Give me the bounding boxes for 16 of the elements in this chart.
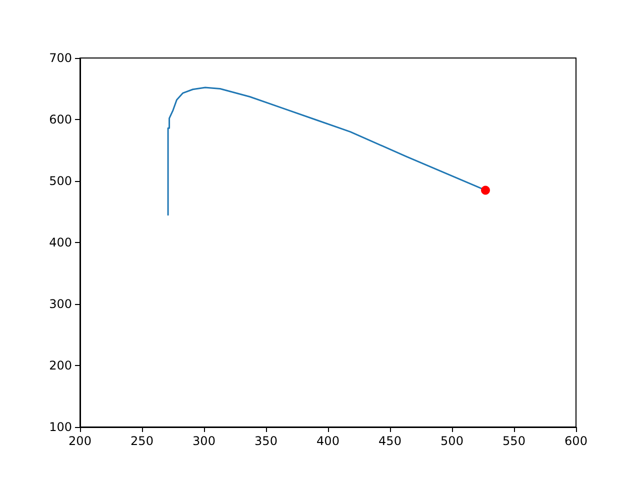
x-tick-label: 300 <box>192 434 216 448</box>
x-tick-label: 200 <box>68 434 92 448</box>
x-tick-label: 400 <box>316 434 340 448</box>
y-tick-label: 500 <box>49 174 72 188</box>
y-tick-label: 400 <box>49 236 72 250</box>
x-tick-label: 550 <box>502 434 526 448</box>
y-tick-label: 100 <box>49 420 72 434</box>
x-tick-label: 350 <box>254 434 278 448</box>
y-tick-label: 600 <box>49 112 72 126</box>
x-tick-label: 450 <box>378 434 402 448</box>
x-tick-label: 250 <box>130 434 154 448</box>
y-tick-label: 700 <box>49 51 72 65</box>
y-tick-label: 300 <box>49 297 72 311</box>
x-tick-label: 600 <box>564 434 588 448</box>
y-tick-label: 200 <box>49 358 72 372</box>
x-tick-label: 500 <box>440 434 464 448</box>
